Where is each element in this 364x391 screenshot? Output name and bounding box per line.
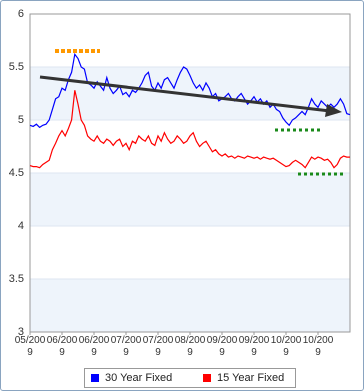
grid-band xyxy=(30,120,350,173)
y-tick-label: 4 xyxy=(18,220,24,232)
grid-band xyxy=(30,279,350,332)
x-tick-label: 10/2009 xyxy=(270,335,302,358)
trend-arrow-head xyxy=(325,104,342,117)
x-tick-label: 09/2009 xyxy=(238,335,270,358)
grid-band xyxy=(30,226,350,279)
y-tick-label: 3 xyxy=(18,326,24,338)
y-tick-label: 5 xyxy=(18,114,24,126)
x-tick-label: 07/2009 xyxy=(110,335,142,358)
legend-label: 30 Year Fixed xyxy=(105,372,173,384)
legend-item: 15 Year Fixed xyxy=(203,372,284,384)
grid-band xyxy=(30,14,350,67)
y-tick-label: 4.5 xyxy=(9,167,24,179)
y-tick-label: 6 xyxy=(18,8,24,20)
x-tick-label: 09/2009 xyxy=(206,335,238,358)
series-line xyxy=(29,52,351,129)
y-tick-label: 5.5 xyxy=(9,61,24,73)
grid-band xyxy=(30,173,350,226)
legend-item: 30 Year Fixed xyxy=(91,372,172,384)
legend-swatch xyxy=(91,374,99,382)
x-tick-label: 05/2009 xyxy=(14,335,46,358)
x-tick-label: 08/2009 xyxy=(174,335,206,358)
x-tick-label: 10/2009 xyxy=(302,335,334,358)
y-tick-label: 3.5 xyxy=(9,273,24,285)
legend-label: 15 Year Fixed xyxy=(217,372,285,384)
x-tick-label: 06/2009 xyxy=(46,335,78,358)
legend: 30 Year Fixed 15 Year Fixed xyxy=(84,368,296,388)
series-line xyxy=(29,90,350,169)
legend-swatch xyxy=(203,374,211,382)
x-tick-label: 07/2009 xyxy=(142,335,174,358)
x-tick-label: 06/2009 xyxy=(78,335,110,358)
trend-arrow xyxy=(39,75,331,113)
